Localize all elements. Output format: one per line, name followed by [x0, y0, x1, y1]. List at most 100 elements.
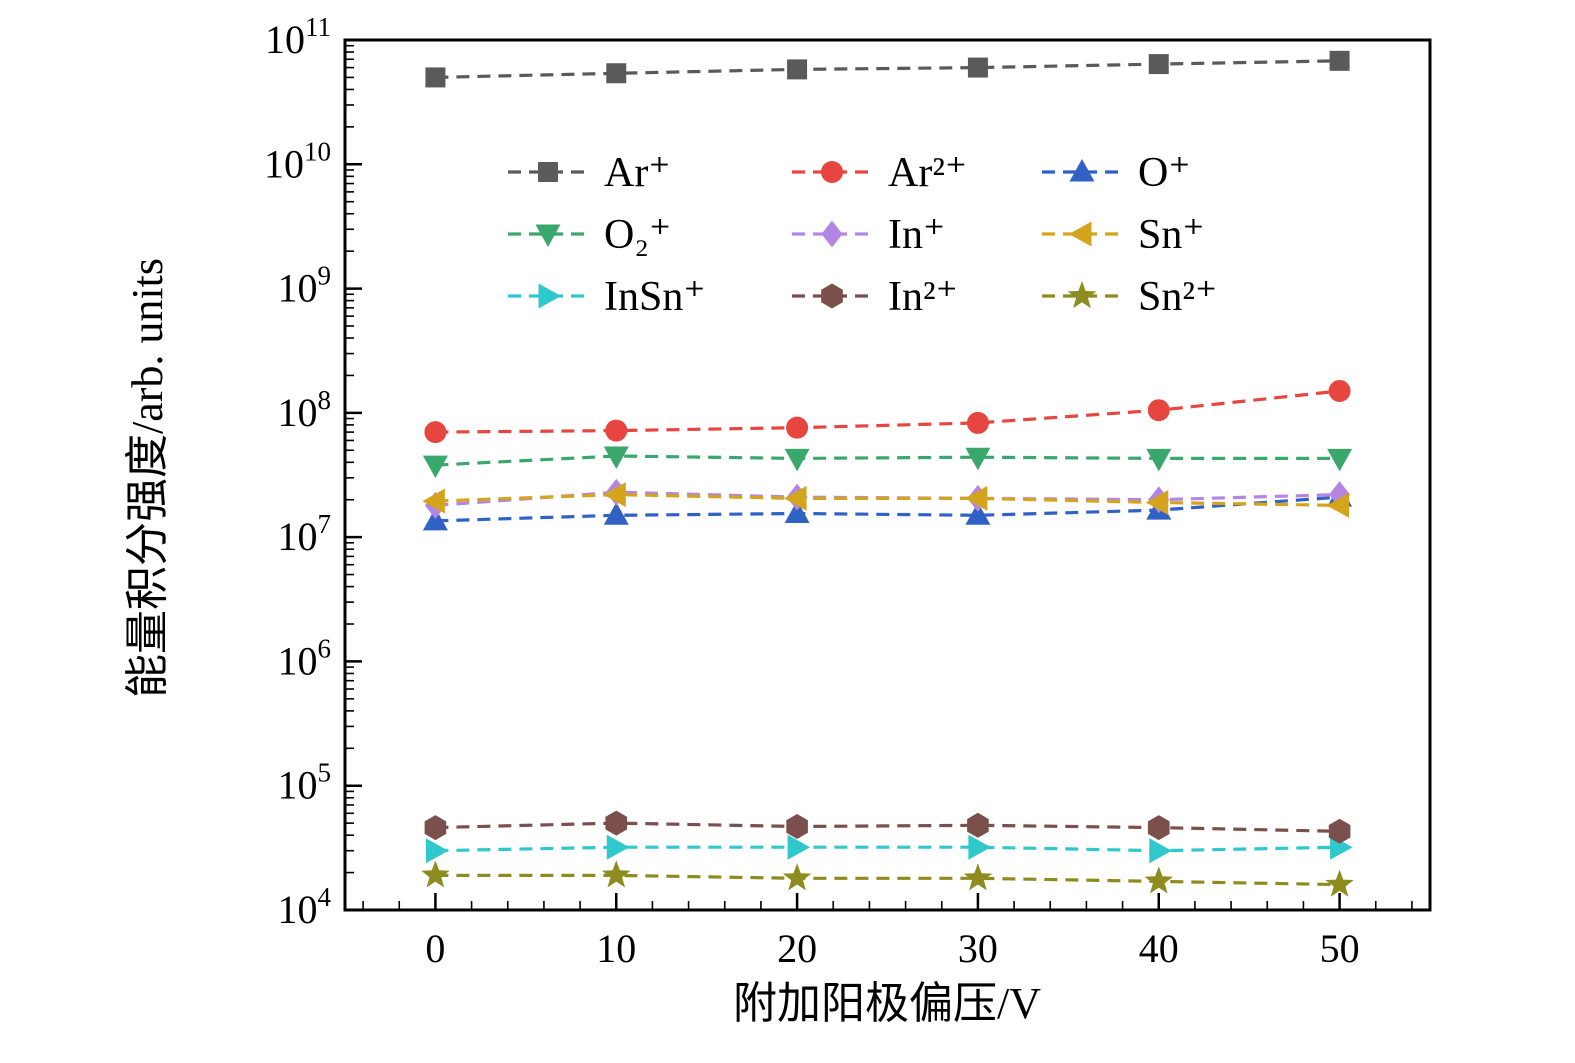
series-line-O2+ — [435, 454, 1340, 467]
marker-triangle-right — [425, 838, 449, 864]
legend-label-Sn+: Sn⁺ — [1138, 212, 1205, 258]
marker-star — [1325, 869, 1354, 897]
x-tick-label: 10 — [596, 926, 636, 971]
legend-label-In+: In⁺ — [888, 212, 945, 258]
series-markers-Sn+ — [422, 482, 1350, 518]
marker-triangle-down — [965, 447, 991, 471]
marker-triangle-down — [535, 224, 561, 247]
legend-entry-In2+: In²⁺ — [792, 274, 958, 320]
series-markers-In2+ — [424, 810, 1351, 844]
series-line-Ar+ — [435, 59, 1340, 79]
y-axis-label: 能量积分强度/arb. units — [123, 258, 172, 698]
marker-square — [787, 59, 808, 80]
marker-star — [963, 863, 993, 891]
series-line-Sn2+ — [435, 873, 1340, 887]
marker-triangle-right — [968, 834, 991, 860]
y-tick-label: 107 — [278, 509, 332, 559]
marker-star — [782, 863, 812, 891]
legend-label-O2+: O₂⁺ — [604, 212, 671, 258]
legend-label-O+: O⁺ — [1138, 150, 1191, 196]
marker-hexagon — [821, 283, 843, 309]
marker-triangle-right — [606, 834, 630, 860]
marker-hexagon — [967, 812, 989, 838]
marker-triangle-up — [422, 507, 448, 531]
marker-star — [602, 860, 631, 888]
legend-entry-Sn+: Sn⁺ — [1042, 212, 1205, 258]
marker-triangle-left — [1145, 490, 1169, 515]
legend-label-In2+: In²⁺ — [888, 274, 958, 320]
legend-entry-In+: In⁺ — [792, 212, 945, 258]
marker-square — [1148, 54, 1169, 75]
marker-triangle-left — [784, 485, 807, 511]
legend-entry-O2+: O₂⁺ — [508, 212, 671, 258]
marker-diamond — [821, 220, 843, 248]
marker-star — [1067, 281, 1097, 309]
marker-square — [606, 63, 627, 84]
marker-hexagon — [424, 815, 447, 841]
x-tick-label: 20 — [777, 926, 817, 971]
marker-circle — [424, 421, 447, 444]
legend-entry-Sn2+: Sn²⁺ — [1042, 274, 1217, 320]
marker-triangle-up — [1069, 159, 1095, 182]
marker-triangle-right — [1149, 838, 1172, 864]
marker-triangle-right — [787, 834, 811, 860]
marker-triangle-down — [1146, 448, 1172, 472]
marker-triangle-down — [784, 448, 810, 472]
legend-label-Ar2+: Ar²⁺ — [888, 150, 967, 196]
legend-entry-O+: O⁺ — [1042, 150, 1191, 196]
y-tick-label: 1011 — [265, 12, 331, 62]
y-tick-label: 104 — [278, 882, 332, 932]
marker-triangle-up — [965, 502, 991, 525]
marker-triangle-up — [603, 502, 629, 525]
marker-triangle-left — [1326, 492, 1350, 518]
y-tick-label: 105 — [278, 758, 332, 808]
marker-triangle-down — [1327, 448, 1353, 472]
legend-label-Ar+: Ar⁺ — [604, 150, 671, 196]
marker-triangle-left — [964, 485, 988, 511]
legend-entry-Ar+: Ar⁺ — [508, 150, 671, 196]
legend-label-Sn2+: Sn²⁺ — [1138, 274, 1217, 320]
marker-hexagon — [786, 814, 808, 839]
series-markers-Ar+ — [425, 50, 1350, 88]
x-tick-label: 30 — [958, 926, 998, 971]
legend-label-InSn+: InSn⁺ — [604, 274, 706, 320]
marker-square — [1329, 50, 1350, 71]
x-tick-label: 40 — [1139, 926, 1179, 971]
y-tick-label: 109 — [278, 261, 332, 311]
series-markers-Sn2+ — [421, 860, 1354, 897]
marker-square — [538, 162, 558, 182]
series-markers-O2+ — [422, 446, 1353, 479]
marker-triangle-down — [603, 446, 629, 469]
marker-triangle-left — [603, 482, 626, 508]
y-tick-label: 108 — [278, 385, 332, 435]
marker-square — [967, 57, 988, 78]
marker-circle — [966, 411, 989, 434]
marker-circle — [605, 419, 628, 442]
y-tick-label: 106 — [278, 633, 332, 683]
x-tick-label: 0 — [425, 926, 445, 971]
marker-circle — [1147, 399, 1170, 422]
series-line-InSn+ — [435, 845, 1340, 853]
marker-circle — [821, 161, 843, 183]
legend-entry-InSn+: InSn⁺ — [508, 274, 706, 320]
marker-triangle-left — [1069, 221, 1092, 247]
marker-hexagon — [605, 810, 628, 836]
y-tick-label: 1010 — [264, 136, 331, 186]
x-tick-label: 50 — [1320, 926, 1360, 971]
series-line-In2+ — [435, 821, 1340, 833]
marker-triangle-right — [538, 283, 561, 309]
marker-star — [421, 860, 450, 888]
series-markers-Ar2+ — [424, 379, 1351, 444]
marker-hexagon — [1147, 815, 1170, 841]
marker-circle — [1328, 379, 1351, 402]
marker-triangle-left — [422, 488, 445, 514]
plot-area: 104 105 106 107 108 109 1010 1011 0 10 20 30 40 50 Ar⁺… — [264, 12, 1432, 971]
series-line-Ar2+ — [435, 389, 1340, 434]
marker-hexagon — [1328, 818, 1351, 844]
marker-triangle-down — [422, 455, 448, 479]
legend-entry-Ar2+: Ar²⁺ — [792, 150, 967, 196]
plot-frame — [343, 38, 1432, 912]
series-line-O+ — [435, 495, 1340, 523]
